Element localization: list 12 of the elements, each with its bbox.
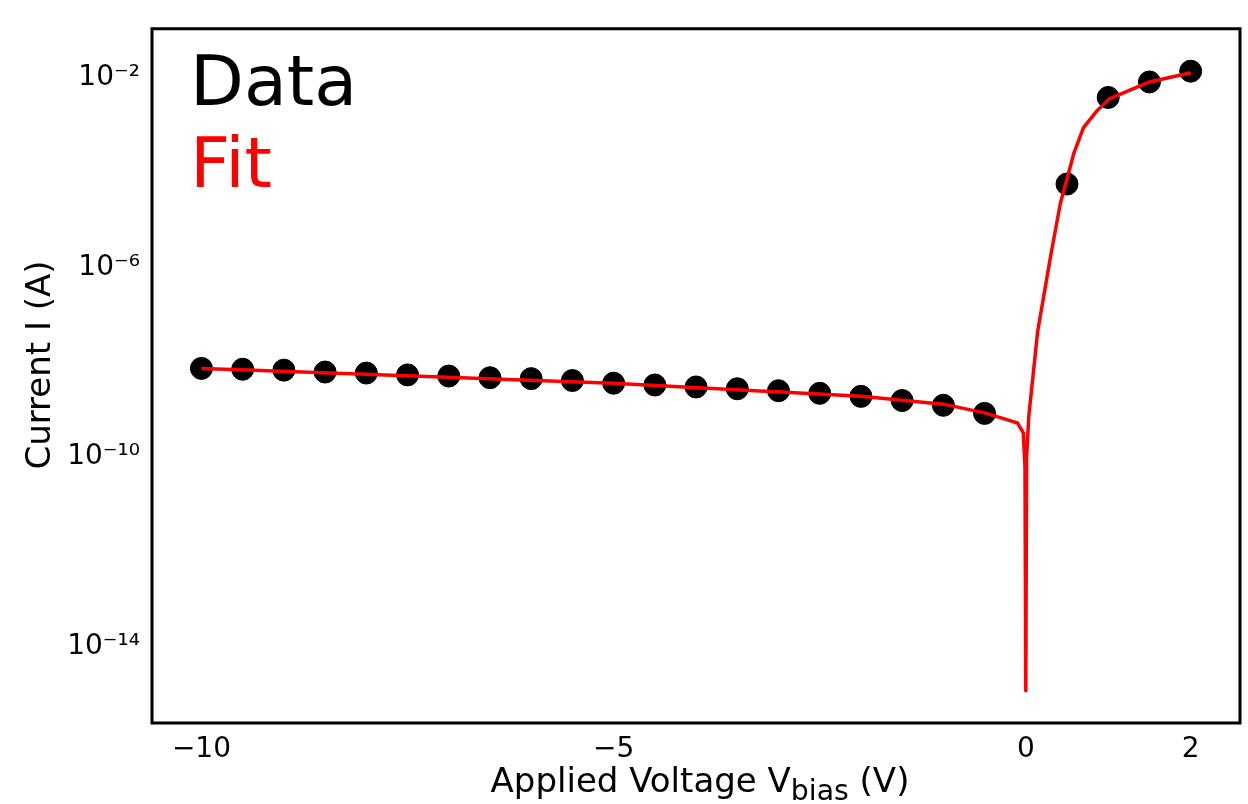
y-tick-label: 10⁻⁶ — [78, 248, 140, 282]
point — [1179, 59, 1203, 83]
x-tick-label: 2 — [1181, 731, 1200, 765]
y-tick-label: 10⁻² — [78, 59, 140, 93]
text: Data — [190, 40, 358, 122]
x-tick-label: −10 — [171, 731, 232, 765]
y-tick-label: 10⁻¹⁴ — [67, 627, 140, 661]
text: Fit — [190, 122, 274, 204]
y-tick-label: 10⁻¹⁰ — [67, 438, 140, 472]
point — [189, 356, 213, 380]
y-axis-title: Current I (A) — [18, 260, 58, 470]
x-tick-label: 0 — [1016, 731, 1035, 765]
